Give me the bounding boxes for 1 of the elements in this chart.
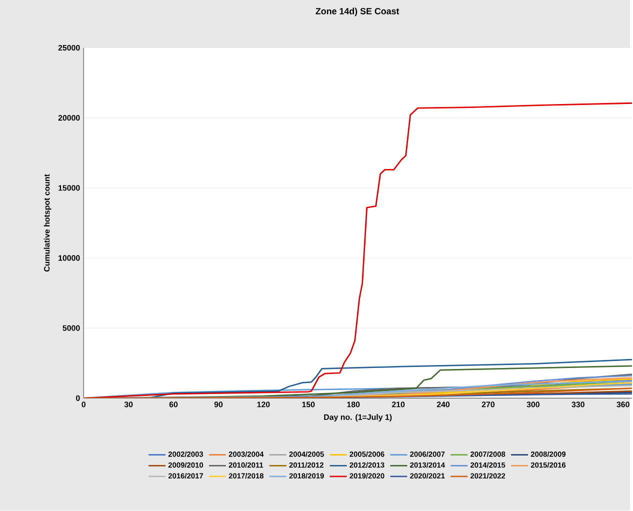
chart-title: Zone 14d) SE Coast (316, 8, 400, 16)
